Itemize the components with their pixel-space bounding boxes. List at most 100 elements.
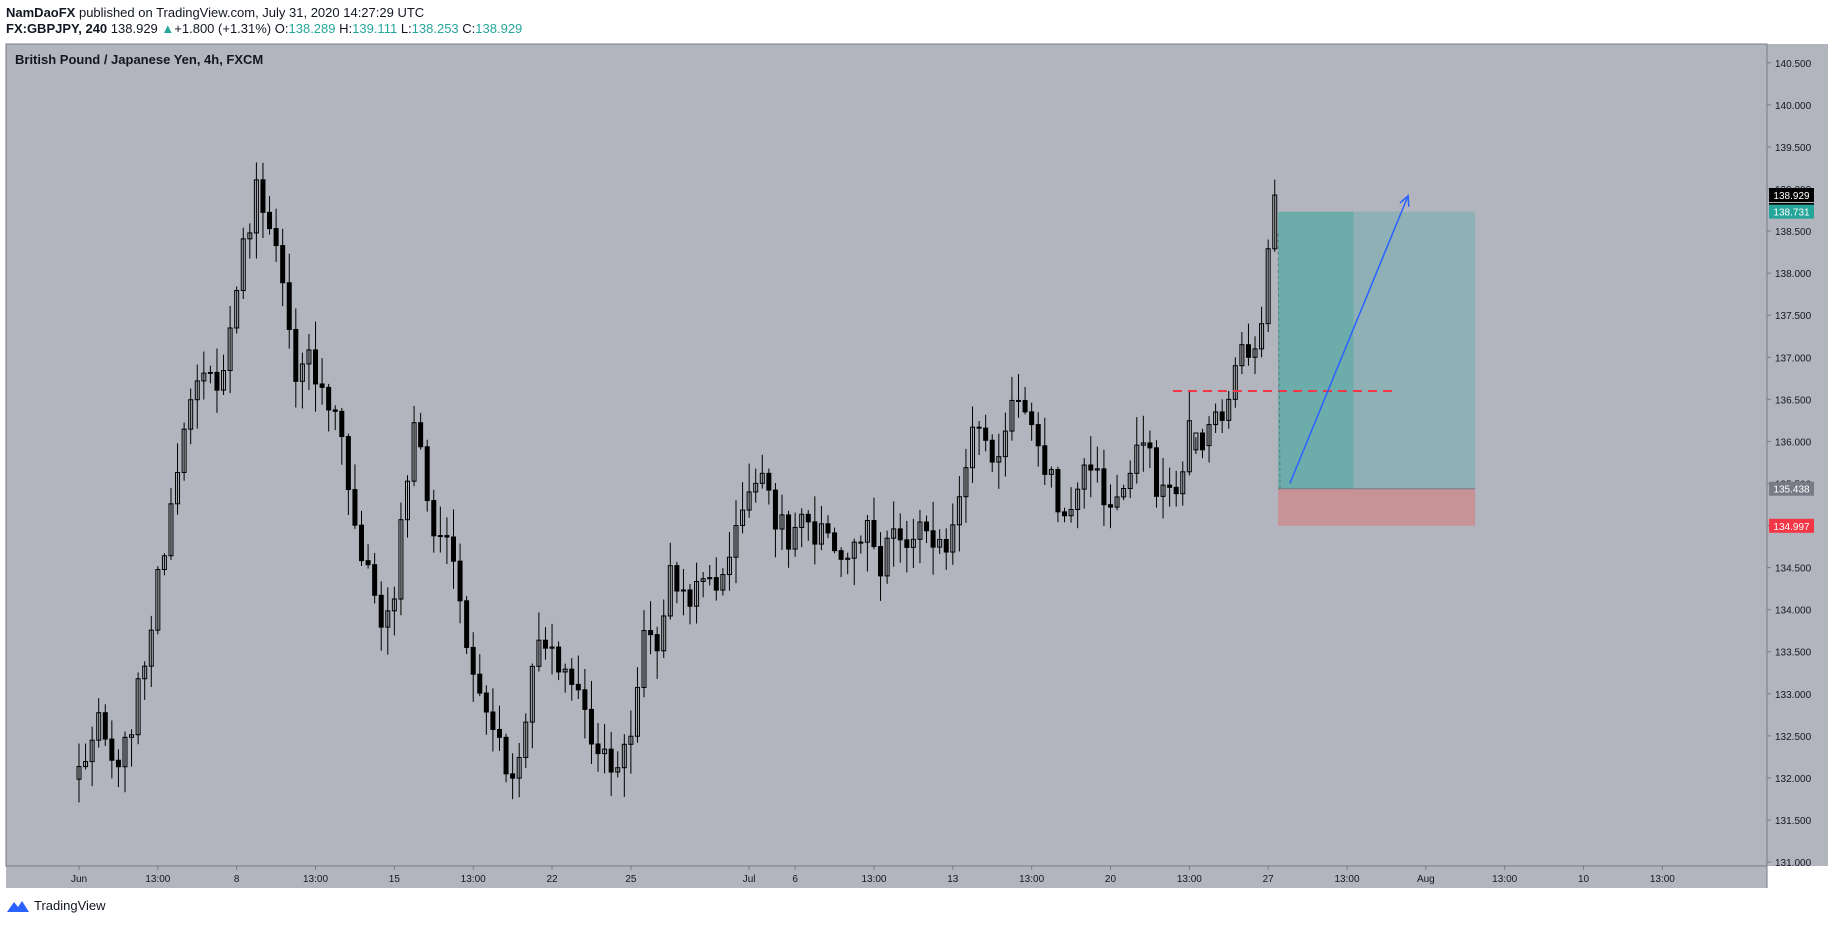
candle-body: [654, 634, 660, 652]
candle-body: [878, 546, 884, 577]
y-tick-label: 137.000: [1775, 353, 1812, 364]
candle-body: [720, 574, 726, 591]
candle-body: [306, 349, 312, 365]
candle-body: [273, 228, 279, 247]
candle-body: [641, 630, 647, 688]
candle-body: [832, 532, 838, 552]
candle-body: [917, 521, 923, 540]
candle-body: [234, 290, 240, 329]
x-tick-label: 25: [625, 874, 637, 885]
profit-zone: [1353, 211, 1476, 489]
y-tick-label: 132.000: [1775, 774, 1812, 785]
candle-body: [188, 399, 194, 430]
symbol-info: FX:GBPJPY, 240 138.929 ▲+1.800 (+1.31%) …: [6, 21, 522, 36]
y-tick-label: 138.500: [1775, 227, 1812, 238]
candle-body: [76, 766, 82, 780]
candle-body: [1226, 398, 1232, 421]
candle-body: [989, 439, 995, 463]
low-label: L:: [400, 21, 412, 36]
candle-body: [1081, 464, 1087, 490]
candle-body: [207, 371, 213, 374]
candle-body: [634, 686, 640, 737]
candle-body: [1107, 504, 1113, 508]
candle-body: [1016, 399, 1022, 402]
candle-body: [267, 211, 273, 230]
candle-body: [444, 535, 450, 538]
candle-body: [1062, 511, 1067, 517]
candle-body: [496, 728, 502, 738]
candle-body: [135, 678, 141, 736]
y-tick-label: 137.500: [1775, 311, 1812, 322]
candle-body: [161, 555, 167, 571]
y-tick-label: 131.500: [1775, 816, 1812, 827]
position-path-line: [1277, 231, 1281, 489]
candle-body: [950, 524, 956, 553]
candle-body: [1022, 399, 1028, 413]
candle-body: [115, 759, 121, 768]
candle-body: [792, 526, 798, 550]
price-axis[interactable]: [1767, 44, 1828, 866]
candle-body: [339, 410, 345, 438]
candle-body: [569, 668, 575, 685]
x-tick-label: 13:00: [1177, 874, 1202, 885]
candle-body: [437, 535, 443, 538]
x-tick-label: Jul: [743, 874, 756, 885]
trend-arrow-head-icon: [1399, 194, 1410, 207]
candle-body: [286, 282, 292, 330]
candle-body: [851, 541, 857, 559]
published-text: published on TradingView.com, July 31, 2…: [75, 5, 425, 20]
time-axis[interactable]: [6, 866, 1767, 888]
candle-body: [181, 428, 187, 473]
candle-body: [1180, 471, 1186, 495]
plot-area[interactable]: [5, 43, 1768, 867]
candle-body: [1075, 488, 1081, 511]
candle-body: [319, 383, 325, 388]
candle-body: [1153, 447, 1159, 497]
candle-body: [1206, 424, 1212, 447]
candle-body: [707, 577, 713, 580]
candle-body: [608, 748, 614, 773]
stop-price-tag-bg: [1769, 518, 1814, 533]
x-tick-label: 27: [1263, 874, 1275, 885]
candle-body: [1245, 344, 1251, 358]
high-label: H:: [339, 21, 353, 36]
y-tick-label: 134.500: [1775, 564, 1812, 575]
publish-info: NamDaoFX published on TradingView.com, J…: [6, 5, 424, 20]
candle-body: [799, 513, 805, 528]
candle-body: [700, 578, 706, 582]
candle-body: [996, 456, 1002, 463]
candle-body: [1219, 411, 1225, 421]
candle-body: [385, 610, 391, 628]
candle-body: [864, 520, 870, 543]
price-change: +1.800 (+1.31%): [174, 21, 272, 36]
tradingview-brand[interactable]: TradingView: [6, 898, 106, 913]
candle-body: [332, 409, 338, 412]
candle-body: [418, 422, 424, 448]
y-tick-label: 139.500: [1775, 143, 1812, 154]
open-label: O:: [274, 21, 289, 36]
candle-body: [1186, 420, 1192, 473]
x-tick-label: 6: [792, 874, 798, 885]
candle-body: [1121, 487, 1127, 498]
y-tick-label: 134.000: [1775, 606, 1812, 617]
candle-body: [247, 232, 253, 240]
candle-body: [1068, 509, 1074, 517]
candle-body: [1094, 468, 1100, 471]
author-name[interactable]: NamDaoFX: [6, 5, 76, 20]
target-price-tag: 138.731: [1773, 208, 1810, 219]
candle-body: [194, 380, 200, 401]
candle-body: [891, 528, 897, 539]
candle-body: [680, 589, 686, 592]
brand-text: TradingView: [34, 898, 106, 913]
candle-body: [411, 422, 417, 482]
candle-body: [845, 557, 851, 560]
low-value: 138.253: [411, 21, 459, 36]
x-tick-label: 13:00: [1650, 874, 1675, 885]
symbol-name[interactable]: FX:GBPJPY, 240: [6, 21, 108, 36]
close-label: C:: [462, 21, 476, 36]
candle-body: [924, 521, 930, 532]
candle-body: [621, 743, 627, 769]
candle-body: [1002, 430, 1008, 458]
candle-body: [260, 179, 266, 213]
